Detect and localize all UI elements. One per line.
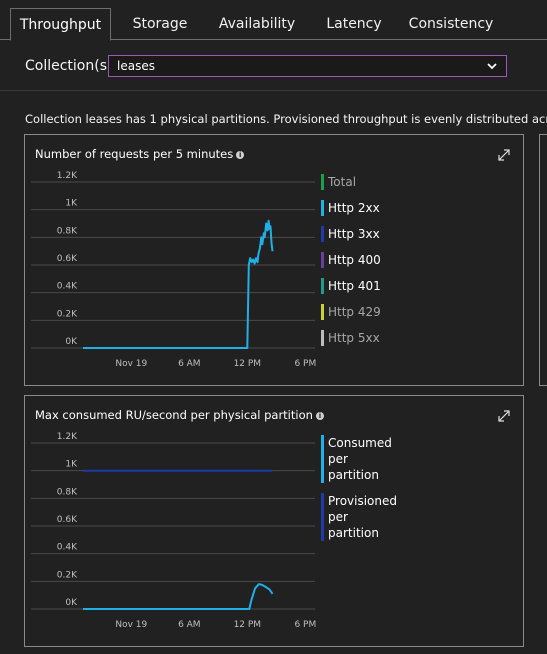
- ru-chart-title: Max consumed RU/second per physical part…: [35, 408, 324, 422]
- offscreen-panel-edge: [539, 134, 547, 386]
- collection-label: Collection(s): [25, 58, 113, 74]
- tab-bar-underline: [0, 39, 547, 40]
- tab-throughput[interactable]: Throughput: [10, 8, 111, 41]
- legend-label: Consumed per partition: [328, 436, 392, 482]
- legend-label: Total: [328, 175, 357, 189]
- x-tick-label: Nov 19: [115, 359, 147, 369]
- series-line: [83, 583, 274, 610]
- expand-icon[interactable]: [497, 409, 511, 423]
- y-tick-label: 0.4K: [57, 282, 78, 292]
- requests-chart: 1.2K 1K 0.8K 0.6K 0.4K 0.2K 0K Nov 19 6 AM 12 PM 6…: [31, 171, 316, 369]
- expand-icon[interactable]: [497, 148, 511, 162]
- x-tick-label: 6 AM: [178, 359, 201, 369]
- legend-label: Provisioned per partition: [328, 494, 398, 540]
- y-tick-label: 1K: [65, 199, 78, 209]
- chevron-down-icon: [487, 63, 497, 70]
- requests-chart-title-text: Number of requests per 5 minutes: [35, 147, 234, 161]
- tab-availability[interactable]: Availability: [218, 16, 296, 32]
- legend-color-swatch: [321, 174, 324, 190]
- legend-color-swatch: [321, 304, 324, 320]
- y-tick-label: 0.4K: [57, 543, 78, 553]
- info-icon[interactable]: i: [315, 412, 324, 420]
- y-tick-label: 0.8K: [57, 226, 78, 236]
- info-icon[interactable]: i: [236, 151, 245, 159]
- tab-storage[interactable]: Storage: [132, 16, 188, 32]
- y-tick-label: 0.8K: [57, 487, 78, 497]
- tab-consistency[interactable]: Consistency: [408, 16, 494, 32]
- ru-chart-title-text: Max consumed RU/second per physical part…: [35, 408, 313, 422]
- requests-chart-title: Number of requests per 5 minutes i: [35, 147, 245, 161]
- legend-color-swatch: [321, 493, 324, 541]
- legend-label: Http 400: [328, 253, 381, 267]
- collection-selected-value: leases: [117, 59, 155, 73]
- series-line: [83, 219, 274, 349]
- legend-label: Http 3xx: [328, 227, 380, 241]
- requests-chart-panel: Number of requests per 5 minutes i 1.2K 1K…: [24, 134, 524, 386]
- y-tick-label: 1.2K: [57, 432, 78, 442]
- x-tick-label: 6 PM: [294, 359, 316, 369]
- section-divider: [0, 90, 547, 91]
- x-tick-label: 12 PM: [234, 359, 262, 369]
- ru-chart-panel: Max consumed RU/second per physical part…: [24, 395, 524, 647]
- y-tick-label: 0.6K: [57, 515, 78, 525]
- legend-label: Http 429: [328, 305, 381, 319]
- legend-color-swatch: [321, 252, 324, 268]
- y-tick-label: 0.2K: [57, 570, 78, 580]
- partition-info-text: Collection leases has 1 physical partiti…: [25, 112, 547, 126]
- ru-chart: 1.2K 1K 0.8K 0.6K 0.4K 0.2K 0K Nov 19 6 AM 12 PM 6…: [31, 432, 316, 630]
- legend-label: Http 401: [328, 279, 381, 293]
- y-tick-label: 1.2K: [57, 171, 78, 181]
- tab-bar: Throughput Storage Availability Latency …: [0, 0, 547, 41]
- y-tick-label: 0.6K: [57, 254, 78, 264]
- x-tick-label: Nov 19: [115, 620, 147, 630]
- legend-color-swatch: [321, 278, 324, 294]
- x-tick-label: 12 PM: [234, 620, 262, 630]
- legend-color-swatch: [321, 226, 324, 242]
- y-tick-label: 1K: [65, 460, 78, 470]
- x-tick-label: 6 PM: [294, 620, 316, 630]
- x-tick-label: 6 AM: [178, 620, 201, 630]
- legend-label: Http 5xx: [328, 331, 380, 345]
- legend-label: Http 2xx: [328, 201, 380, 215]
- collection-dropdown[interactable]: leases: [108, 55, 507, 77]
- tab-latency[interactable]: Latency: [326, 16, 382, 32]
- legend-color-swatch: [321, 200, 324, 216]
- y-tick-label: 0K: [65, 337, 78, 347]
- y-tick-label: 0.2K: [57, 309, 78, 319]
- y-tick-label: 0K: [65, 598, 78, 608]
- legend-color-swatch: [321, 435, 324, 483]
- legend-color-swatch: [321, 330, 324, 346]
